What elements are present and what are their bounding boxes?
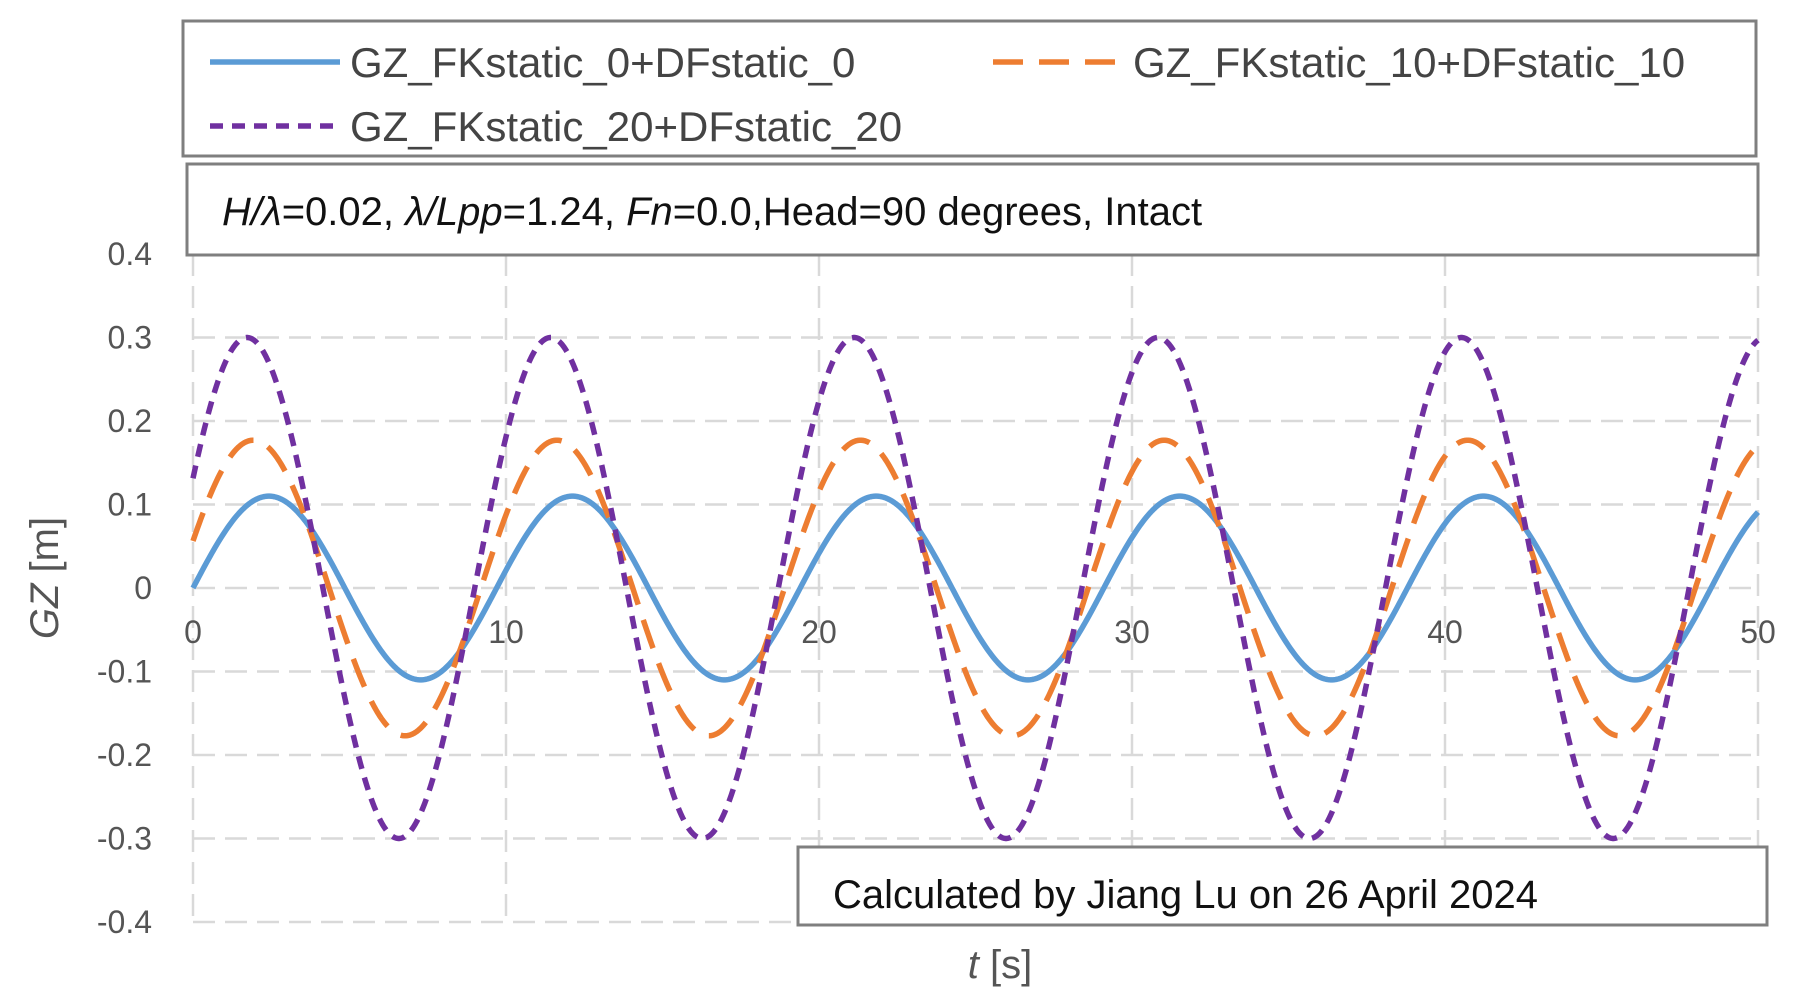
- credit-annotation-box: Calculated by Jiang Lu on 26 April 2024: [796, 845, 1769, 927]
- legend-label-1: GZ_FKstatic_10+DFstatic_10: [1133, 39, 1685, 86]
- y-tick-label-4: 0: [134, 570, 152, 606]
- credit-annotation: Calculated by Jiang Lu on 26 April 2024: [833, 873, 1538, 917]
- y-tick-label-1: 0.3: [108, 320, 152, 356]
- y-tick-label-8: -0.4: [97, 904, 152, 940]
- x-tick-label-1: 10: [488, 614, 524, 650]
- parameter-annotation: H/λ=0.02, λ/Lpp=1.24, Fn=0.0,Head=90 deg…: [222, 190, 1202, 234]
- x-tick-label-4: 40: [1427, 614, 1463, 650]
- y-tick-label-0: 0.4: [108, 236, 152, 272]
- grid: [191, 252, 1760, 924]
- y-tick-labels: 0.4 0.3 0.2 0.1 0 -0.1 -0.2 -0.3 -0.4: [97, 236, 152, 940]
- series-line-2: [190, 334, 1760, 842]
- param-segment-5: =0.0,Head=90 degrees, Intact: [673, 190, 1202, 234]
- y-tick-label-7: -0.3: [97, 821, 152, 857]
- x-tick-label-0: 0: [184, 614, 202, 650]
- x-tick-label-5: 50: [1740, 614, 1776, 650]
- param-segment-4: Fn: [626, 190, 673, 234]
- param-segment-1: =0.02,: [282, 190, 405, 234]
- x-tick-labels: 0 10 20 30 40 50: [184, 614, 1776, 650]
- legend-label-2: GZ_FKstatic_20+DFstatic_20: [350, 103, 902, 150]
- legend-label-0: GZ_FKstatic_0+DFstatic_0: [350, 39, 855, 86]
- series-group: [190, 334, 1761, 842]
- legend-entries: GZ_FKstatic_0+DFstatic_0 GZ_FKstatic_10+D…: [210, 39, 1685, 150]
- y-tick-label-5: -0.1: [97, 654, 152, 690]
- parameter-annotation-box: H/λ=0.02, λ/Lpp=1.24, Fn=0.0,Head=90 deg…: [185, 162, 1760, 257]
- series-line-1: [190, 437, 1760, 739]
- x-tick-label-3: 30: [1114, 614, 1150, 650]
- param-segment-2: λ/Lpp: [403, 190, 503, 234]
- y-tick-label-3: 0.1: [108, 487, 152, 523]
- y-tick-label-2: 0.2: [108, 403, 152, 439]
- param-segment-0: H/λ: [222, 190, 282, 234]
- y-axis-title: GZ [m]: [23, 517, 67, 639]
- param-segment-3: =1.24,: [503, 190, 626, 234]
- y-tick-label-6: -0.2: [97, 737, 152, 773]
- legend-box: GZ_FKstatic_0+DFstatic_0 GZ_FKstatic_10+D…: [181, 19, 1758, 158]
- x-axis-title: t [s]: [968, 943, 1032, 987]
- x-tick-label-2: 20: [801, 614, 837, 650]
